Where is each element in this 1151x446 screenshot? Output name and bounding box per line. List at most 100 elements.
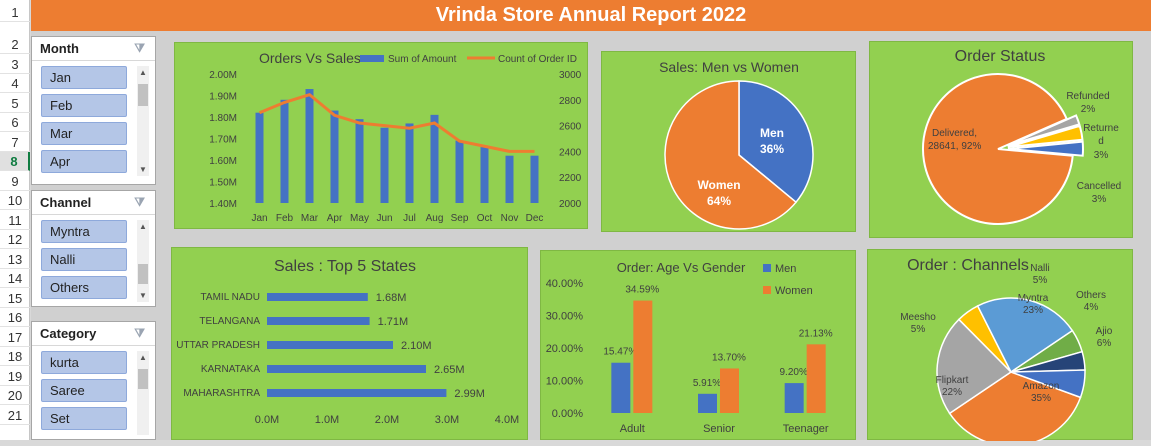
slicer-item-saree[interactable]: Saree: [41, 379, 127, 402]
category-scrollbar[interactable]: ▲: [137, 351, 149, 435]
slice-label: Women: [697, 178, 740, 192]
bar: [267, 389, 447, 397]
bar: [698, 393, 717, 413]
channel-slicer[interactable]: Channel ⧩ Myntra Nalli Others ▲ ▼: [31, 190, 156, 307]
month-scrollbar[interactable]: ▲ ▼: [137, 66, 149, 176]
pie-slice: [1006, 114, 1081, 147]
legend-swatch: [763, 264, 771, 272]
men-vs-women-chart: Sales: Men vs Women Men 36% Women 64%: [659, 59, 814, 230]
channel-scrollbar[interactable]: ▲ ▼: [137, 220, 149, 302]
data-label: 2.99M: [454, 388, 485, 400]
pie-slice: [1010, 369, 1086, 399]
scroll-down-icon[interactable]: ▼: [139, 291, 147, 300]
x-tick-label: Teenager: [783, 423, 829, 435]
row-header[interactable]: 21: [0, 406, 30, 425]
slicer-item-kurta[interactable]: kurta: [41, 351, 127, 374]
row-header[interactable]: 19: [0, 367, 30, 386]
row-header[interactable]: 20: [0, 386, 30, 405]
slice-label: Delivered,: [932, 128, 977, 139]
category-slicer-title: Category ⧩: [32, 322, 155, 346]
row-header[interactable]: 16: [0, 308, 30, 327]
slicer-item-myntra[interactable]: Myntra: [41, 220, 127, 243]
data-label: 13.70%: [712, 352, 746, 363]
pie-slice: [936, 318, 1013, 415]
category-slicer-label: Category: [40, 326, 97, 341]
data-label: 9.20%: [779, 367, 807, 378]
row-header[interactable]: 12: [0, 230, 30, 249]
slicer-item-jan[interactable]: Jan: [41, 66, 127, 89]
legend-label: Count of Order ID: [498, 54, 577, 65]
slicer-item-mar[interactable]: Mar: [41, 122, 127, 145]
clear-filter-icon[interactable]: ⧩: [134, 326, 145, 340]
slice-label: Meesho: [900, 312, 936, 323]
slice-value: 36%: [760, 142, 784, 156]
slice-value: 4%: [1084, 302, 1099, 313]
chart-title: Order: Age Vs Gender: [617, 260, 746, 275]
pie-slice: [976, 297, 1074, 374]
row-header[interactable]: 7: [0, 133, 30, 152]
bar: [806, 344, 826, 413]
y2-tick-label: 2600: [559, 122, 582, 133]
clear-filter-icon[interactable]: ⧩: [134, 41, 145, 55]
row-header[interactable]: 2: [0, 35, 30, 54]
row-header[interactable]: 9: [0, 172, 30, 191]
category-slicer[interactable]: Category ⧩ kurta Saree Set ▲: [31, 321, 156, 440]
slicer-item-feb[interactable]: Feb: [41, 94, 127, 117]
legend-label: Women: [775, 285, 813, 297]
top-states-chart: Sales : Top 5 States TAMIL NADU 1.68M TELAN…: [176, 258, 519, 426]
orders-vs-sales-chart: Orders Vs Sales Sum of Amount Count of Ord…: [209, 50, 582, 224]
row-header[interactable]: 4: [0, 74, 30, 93]
slice-value: 22%: [942, 387, 962, 398]
bar: [430, 114, 439, 203]
chart-title: Order Status: [955, 48, 1046, 65]
y-tick-label: 1.40M: [209, 199, 237, 210]
scroll-thumb[interactable]: [138, 84, 148, 106]
bar: [720, 368, 739, 413]
row-header[interactable]: 1: [0, 3, 30, 22]
bar: [530, 155, 539, 203]
row-header[interactable]: 6: [0, 113, 30, 132]
top-states-panel[interactable]: Sales : Top 5 States TAMIL NADU 1.68M TELAN…: [171, 247, 528, 440]
scroll-thumb[interactable]: [138, 264, 148, 284]
scroll-up-icon[interactable]: ▲: [139, 353, 147, 362]
men-vs-women-panel[interactable]: Sales: Men vs Women Men 36% Women 64%: [601, 51, 856, 232]
channel-slicer-title: Channel ⧩: [32, 191, 155, 215]
bar: [267, 293, 368, 301]
row-header[interactable]: 14: [0, 269, 30, 288]
scroll-up-icon[interactable]: ▲: [139, 68, 147, 77]
slice-label: Nalli: [1030, 263, 1049, 274]
clear-filter-icon[interactable]: ⧩: [134, 195, 145, 209]
row-header[interactable]: 13: [0, 250, 30, 269]
row-header[interactable]: 17: [0, 328, 30, 347]
chart-title: Order : Channels: [907, 257, 1029, 274]
y-tick-label: 1.90M: [209, 92, 237, 103]
row-header[interactable]: 3: [0, 55, 30, 74]
age-vs-gender-chart: Order: Age Vs Gender Men Women 40.00% 30.00%…: [546, 260, 833, 435]
month-slicer[interactable]: Month ⧩ Jan Feb Mar Apr ▲ ▼: [31, 36, 156, 185]
order-status-chart: Order Status Delivered, 28641, 92% Refunded…: [922, 48, 1121, 225]
slicer-item-set[interactable]: Set: [41, 407, 127, 430]
row-header[interactable]: 8: [0, 152, 30, 171]
orders-vs-sales-panel[interactable]: Orders Vs Sales Sum of Amount Count of Ord…: [174, 42, 588, 229]
y-tick-label: 1.50M: [209, 178, 237, 189]
scroll-up-icon[interactable]: ▲: [139, 222, 147, 231]
x-tick-label: Sep: [451, 213, 469, 224]
scroll-down-icon[interactable]: ▼: [139, 165, 147, 174]
slicer-item-nalli[interactable]: Nalli: [41, 248, 127, 271]
row-header[interactable]: 10: [0, 191, 30, 210]
slicer-item-others[interactable]: Others: [41, 276, 127, 299]
row-header[interactable]: 5: [0, 94, 30, 113]
x-tick-label: Senior: [703, 423, 735, 435]
order-status-panel[interactable]: Order Status Delivered, 28641, 92% Refunded…: [869, 41, 1133, 238]
row-header[interactable]: 18: [0, 347, 30, 366]
scroll-thumb[interactable]: [138, 369, 148, 389]
age-vs-gender-panel[interactable]: Order: Age Vs Gender Men Women 40.00% 30.00%…: [540, 250, 856, 440]
order-channels-panel[interactable]: Order : Channels Amazon 35% Flipkart 22% Mees…: [867, 249, 1133, 446]
slicer-item-apr[interactable]: Apr: [41, 150, 127, 173]
row-header[interactable]: 11: [0, 211, 30, 230]
bar: [355, 119, 364, 203]
row-header[interactable]: 15: [0, 289, 30, 308]
slice-value: 35%: [1031, 393, 1051, 404]
slice-value: 2%: [1081, 104, 1096, 115]
